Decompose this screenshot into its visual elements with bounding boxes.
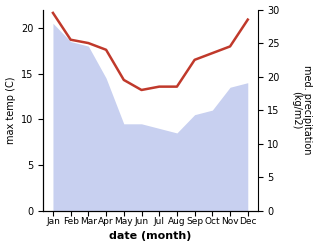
Y-axis label: max temp (C): max temp (C) <box>5 76 16 144</box>
X-axis label: date (month): date (month) <box>109 231 191 242</box>
Y-axis label: med. precipitation
(kg/m2): med. precipitation (kg/m2) <box>291 65 313 155</box>
